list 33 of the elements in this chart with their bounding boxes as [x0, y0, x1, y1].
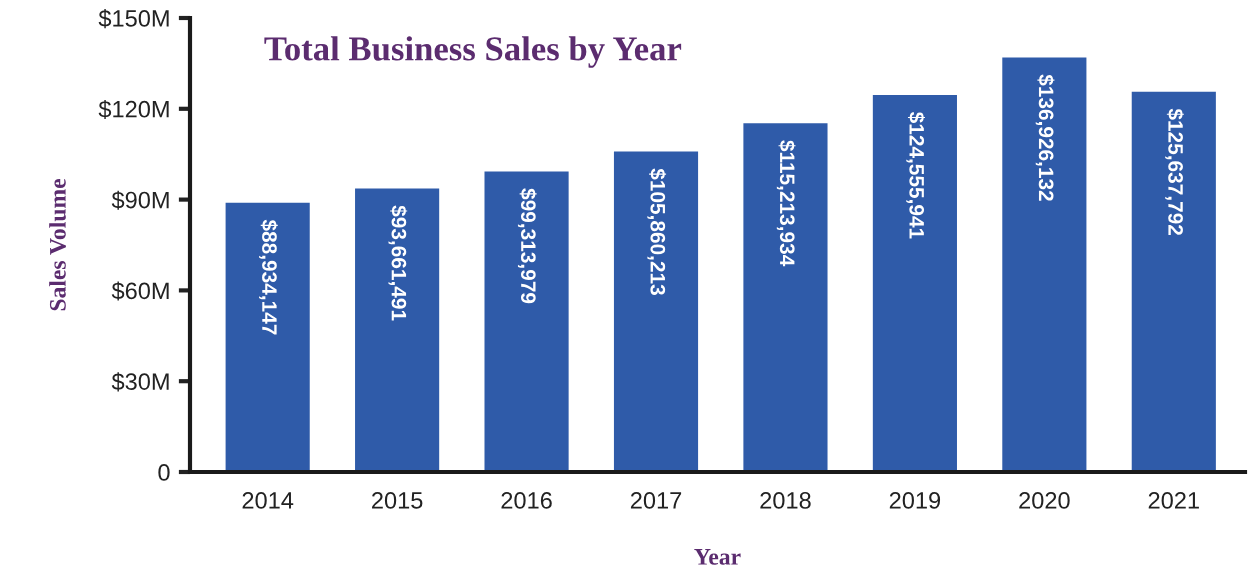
y-tick-label: 0 [158, 464, 170, 481]
bar [872, 95, 957, 472]
bar [743, 123, 828, 472]
data-label: $125,637,792 [1165, 108, 1184, 236]
data-label: $136,926,132 [1035, 74, 1055, 201]
bar [613, 151, 699, 472]
y-tick-label: $90M [111, 190, 169, 210]
x-tick-label: 2016 [501, 492, 552, 509]
data-label: $115,213,934 [776, 140, 796, 267]
data-label: $93,661,491 [388, 205, 408, 321]
data-label: $124,555,941 [906, 111, 925, 239]
y-tick-label: $120M [98, 99, 169, 119]
x-tick-label: 2014 [242, 492, 294, 509]
y-tick-label: $30M [111, 372, 169, 392]
x-tick-label: 2018 [760, 492, 811, 509]
x-axis-title: Year [694, 549, 741, 565]
y-tick-label: $60M [111, 281, 169, 301]
bar [484, 171, 569, 472]
x-tick-label: 2020 [1019, 492, 1070, 509]
x-tick-label: 2017 [630, 492, 682, 509]
x-tick-label: 2015 [372, 492, 423, 509]
data-label: $99,313,979 [517, 188, 537, 304]
y-tick-label: $150M [98, 9, 169, 29]
bar [1002, 57, 1087, 472]
data-label: $88,934,147 [259, 219, 278, 335]
bar [225, 202, 310, 472]
x-tick-label: 2019 [889, 492, 941, 509]
y-axis-title: Sales Volume [49, 179, 66, 311]
bar [355, 188, 440, 472]
data-label: $105,860,213 [647, 168, 667, 295]
chart-title: Total Business Sales by Year [264, 36, 682, 68]
x-tick-label: 2021 [1148, 492, 1199, 509]
bar [1131, 91, 1216, 472]
